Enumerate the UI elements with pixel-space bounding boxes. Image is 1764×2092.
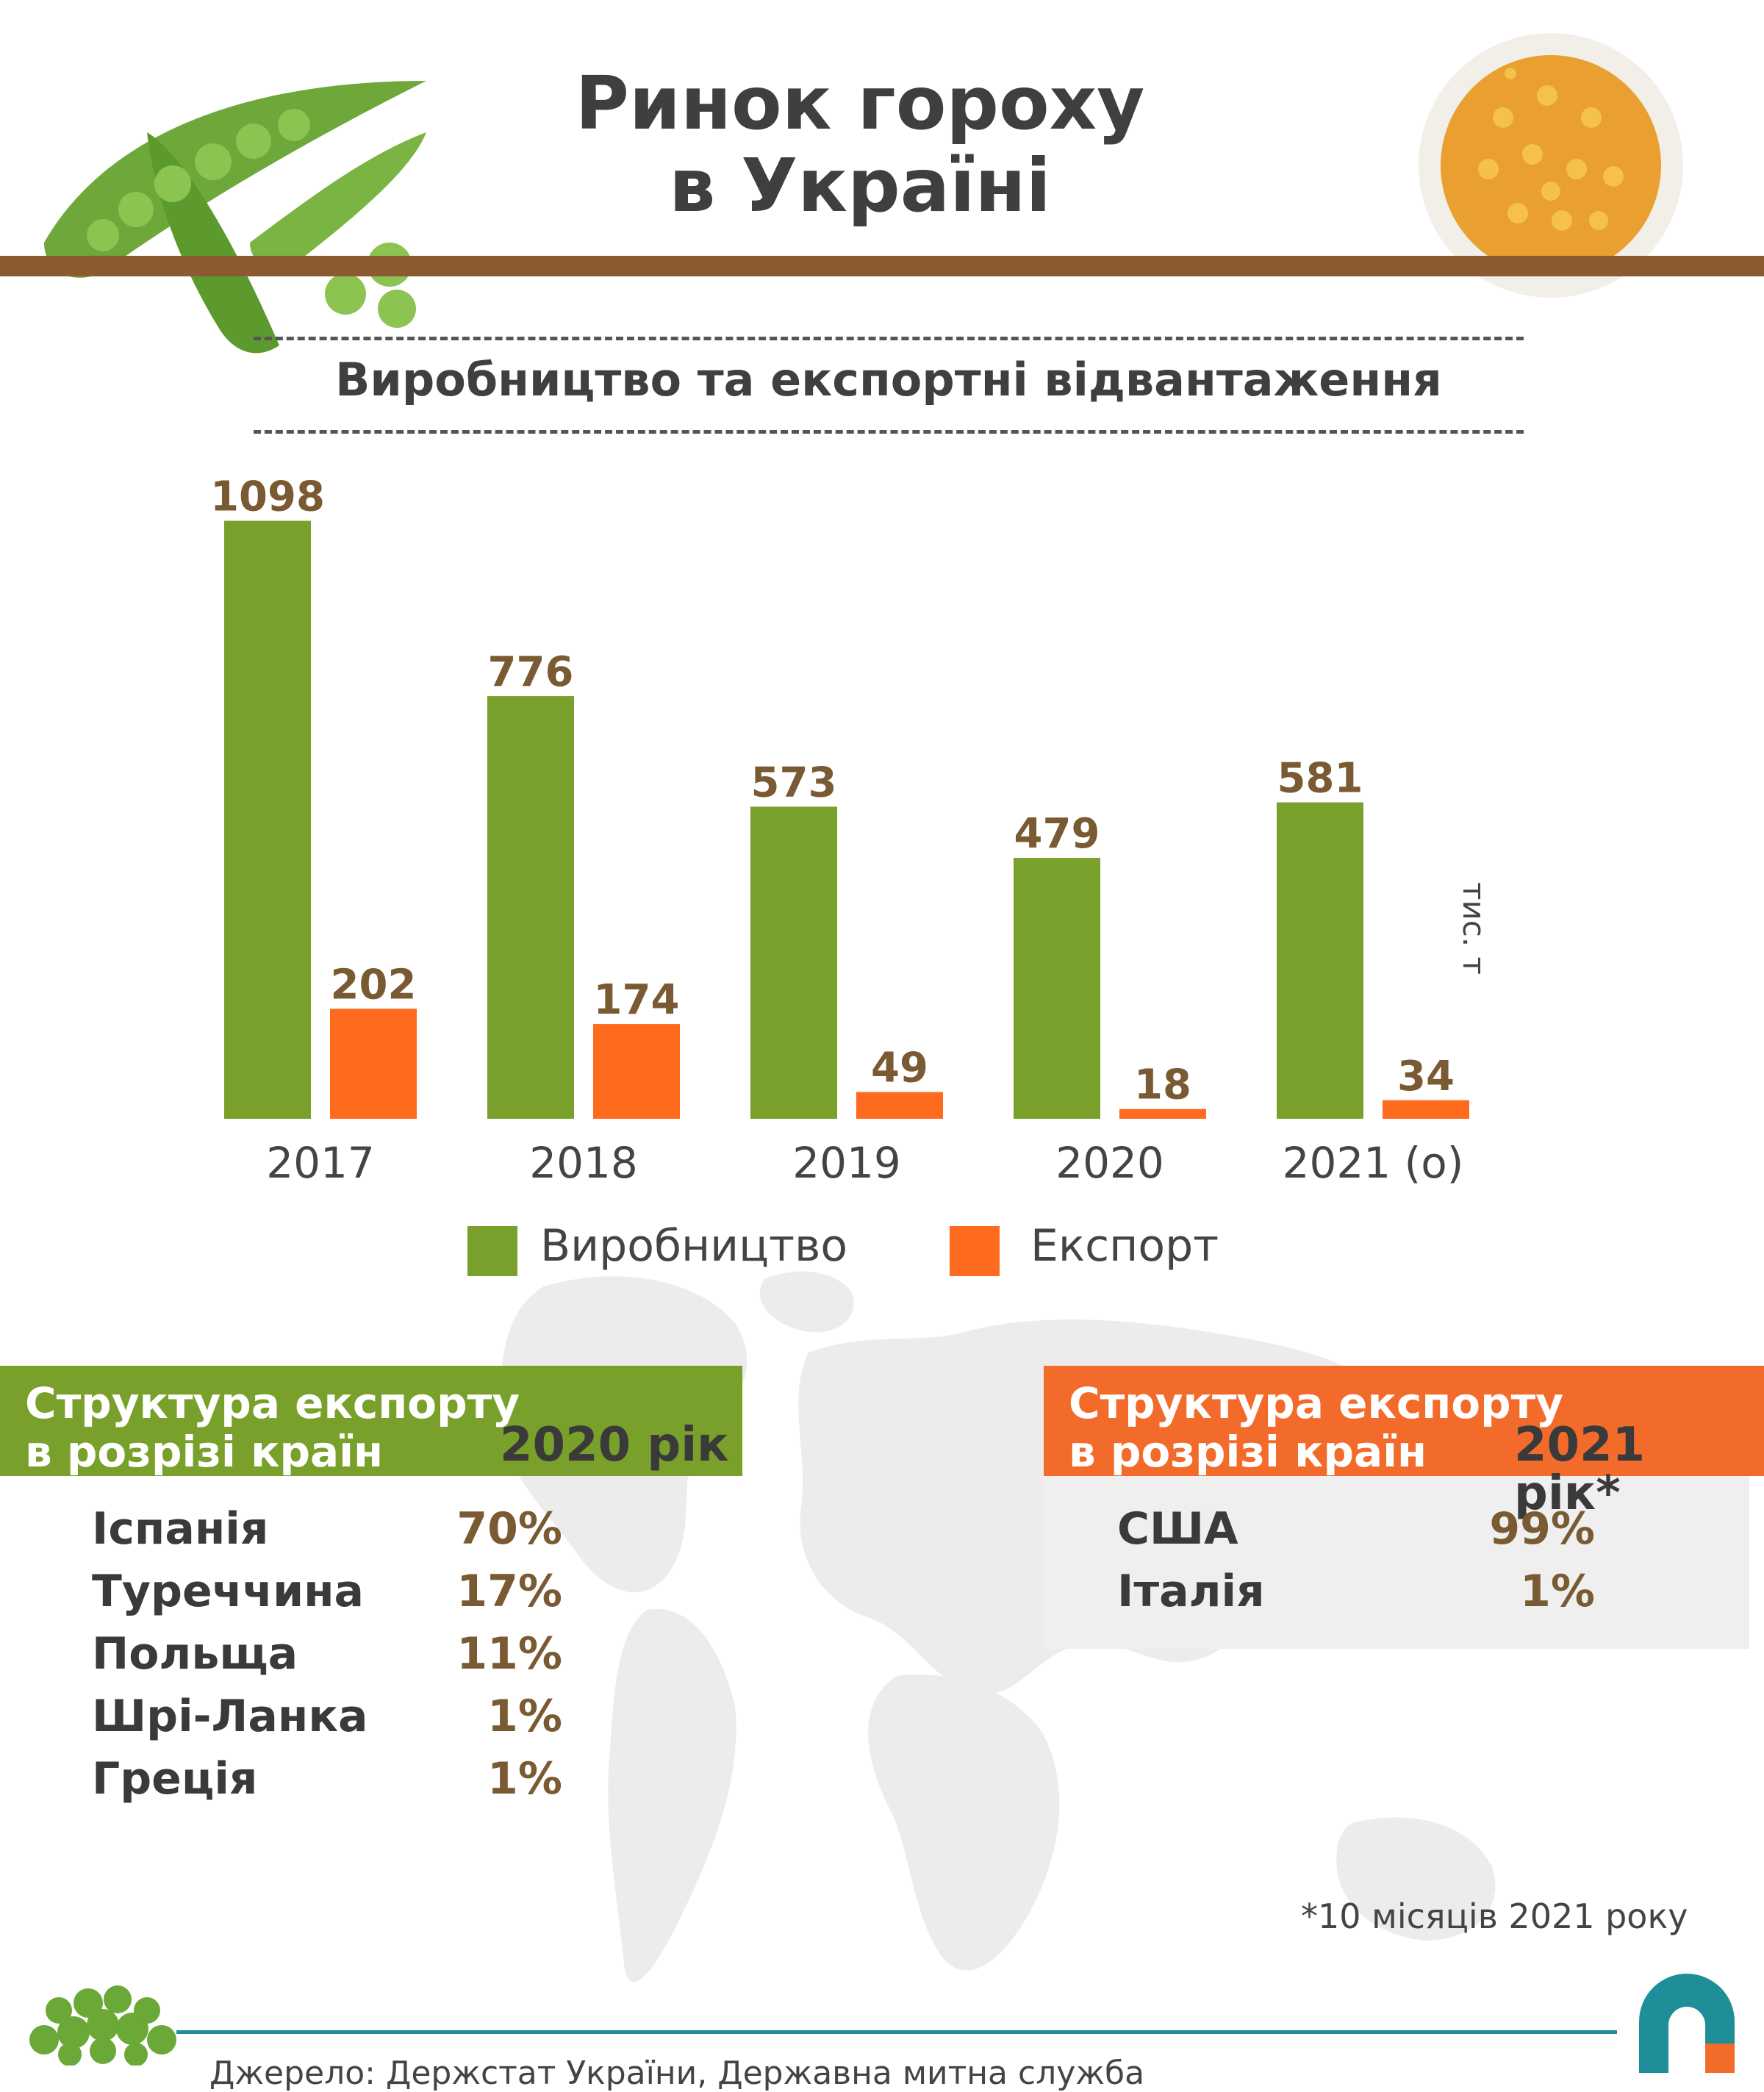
legend-swatch-export <box>950 1226 1000 1276</box>
data-label-export: 34 <box>1397 1053 1455 1100</box>
data-label-production: 581 <box>1277 755 1363 803</box>
bar-production <box>750 806 837 1119</box>
structure-2021-row-country: Італія <box>1117 1566 1265 1617</box>
structure-2021-row-country: США <box>1117 1503 1238 1555</box>
structure-2020-row-percent: 17% <box>456 1566 562 1617</box>
chart-title: Виробництво та експортні відвантаження <box>335 353 1442 406</box>
dashed-divider-top <box>254 337 1524 340</box>
footnote: *10 місяців 2021 року <box>1301 1896 1688 1936</box>
structure-2020-row-percent: 1% <box>487 1691 562 1742</box>
page-title-line2: в Україні <box>669 143 1051 229</box>
data-label-export: 202 <box>331 961 417 1009</box>
structure-2020-heading-line2: в розрізі країн <box>25 1427 384 1477</box>
structure-2020-row-country: Туреччина <box>92 1566 365 1617</box>
footer-divider <box>176 2030 1617 2034</box>
page-title-line1: Ринок гороху <box>575 60 1145 146</box>
data-label-export: 49 <box>871 1045 928 1092</box>
x-tick-label: 2019 <box>792 1138 901 1188</box>
structure-2020-row-percent: 1% <box>487 1753 562 1805</box>
source-text: Джерело: Держстат України, Державна митн… <box>209 2055 1145 2092</box>
data-label-production: 1098 <box>210 473 325 520</box>
structure-2021-row-percent: 99% <box>1489 1503 1595 1555</box>
structure-2020-year: 2020 рік <box>500 1418 729 1472</box>
x-tick-label: 2017 <box>266 1138 375 1188</box>
structure-2021-panel <box>1044 1476 1749 1649</box>
unit-label: тис. т <box>1456 882 1492 975</box>
peas-pile-icon <box>29 1985 176 2066</box>
bar-production <box>1277 802 1363 1119</box>
structure-2021-heading: Структура експорту в розрізі країн 2021 … <box>1044 1366 1764 1518</box>
x-tick-label: 2021 (о) <box>1283 1138 1464 1188</box>
data-label-production: 479 <box>1014 810 1100 858</box>
split-peas-bowl-icon <box>1419 33 1683 298</box>
legend-label-export: Експорт <box>1030 1220 1219 1272</box>
structure-2020-row-country: Іспанія <box>92 1503 269 1555</box>
data-label-export: 174 <box>594 976 680 1024</box>
structure-2020-row-country: Греція <box>92 1753 258 1805</box>
bar-export <box>856 1092 943 1119</box>
bar-production <box>1014 858 1100 1119</box>
structure-2021-heading-line2: в розрізі країн <box>1069 1427 1427 1477</box>
data-label-export: 18 <box>1134 1061 1191 1109</box>
bar-chart: 1098 202 2017 776 174 2018 573 49 2019 479 18 2020 5… <box>210 473 1469 1188</box>
structure-2020-row-percent: 70% <box>456 1503 562 1555</box>
structure-2020-row-percent: 11% <box>456 1628 562 1680</box>
structure-2021-year: 2021 рік* <box>1514 1418 1646 1521</box>
brand-logo-icon <box>1639 1974 1735 2073</box>
page-title: Ринок гороху в Україні <box>441 62 1279 227</box>
pea-pod-icon <box>44 81 426 354</box>
bar-export <box>593 1024 680 1119</box>
structure-2020-row-country: Польща <box>92 1628 298 1680</box>
data-label-production: 573 <box>751 759 837 806</box>
bar-export <box>1383 1100 1469 1119</box>
dashed-divider-bottom <box>254 430 1524 434</box>
structure-2020-row-country: Шрі-Ланка <box>92 1691 368 1742</box>
bar-export <box>1119 1108 1206 1119</box>
x-tick-label: 2018 <box>529 1138 638 1188</box>
legend-swatch-production <box>467 1226 517 1276</box>
structure-2020-heading: Структура експорту в розрізі країн 2020 … <box>0 1366 742 1476</box>
bar-production <box>487 696 574 1119</box>
data-label-production: 776 <box>488 648 574 696</box>
x-tick-label: 2020 <box>1055 1138 1164 1188</box>
structure-2021-row-percent: 1% <box>1520 1566 1595 1617</box>
structure-2020-heading-line1: Структура експорту <box>25 1378 520 1428</box>
structure-2021-heading-line1: Структура експорту <box>1069 1378 1564 1428</box>
bar-production <box>224 520 311 1119</box>
legend-label-production: Виробництво <box>540 1220 848 1272</box>
bar-export <box>330 1009 417 1119</box>
header-divider <box>0 256 1764 276</box>
